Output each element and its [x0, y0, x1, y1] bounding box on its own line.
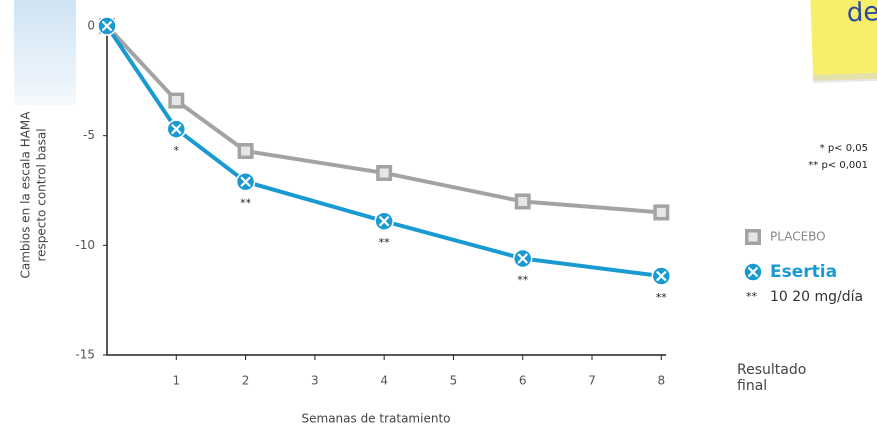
legend-note: 10 20 mg/día	[770, 289, 863, 305]
marker-x	[656, 270, 667, 282]
end-label: Resultado	[737, 362, 806, 378]
x-tick-label: 8	[657, 374, 665, 388]
marker-inner	[241, 146, 251, 156]
footnote: * p< 0,05	[820, 143, 868, 154]
significance-mark: *	[174, 144, 180, 157]
data-point	[237, 143, 254, 160]
legend-marker	[743, 262, 763, 282]
data-point	[235, 171, 256, 192]
note-text: de	[846, 0, 877, 28]
significance-mark: **	[517, 273, 529, 286]
data-point	[374, 211, 394, 231]
x-tick-label: 7	[588, 374, 596, 388]
data-point	[651, 266, 672, 286]
note-paper	[810, 0, 877, 82]
marker-inner	[656, 207, 666, 217]
significance-mark: **	[656, 291, 668, 304]
x-tick-label: 1	[172, 374, 180, 388]
marker-inner	[518, 196, 528, 206]
y-tick-label: -10	[75, 238, 95, 252]
marker-x	[378, 215, 390, 227]
data-point	[376, 164, 393, 181]
data-point	[653, 204, 670, 221]
marker-x	[171, 123, 182, 135]
y-tick-label: -5	[83, 128, 95, 142]
marker-x	[101, 20, 113, 32]
legend-label: Esertia	[770, 262, 837, 282]
x-tick-label: 4	[380, 374, 388, 388]
marker-inner	[379, 168, 389, 178]
marker-inner	[748, 232, 758, 242]
decor-strip	[14, 0, 76, 105]
significance-mark: **	[379, 236, 391, 249]
footnote: ** p< 0,001	[808, 160, 868, 171]
significance-mark: **	[240, 197, 252, 210]
data-point	[166, 119, 187, 139]
data-point	[168, 92, 185, 109]
y-axis-label: Cambios en la escala HAMA	[19, 111, 33, 279]
legend-marker	[745, 229, 761, 245]
legend-label: PLACEBO	[770, 230, 826, 244]
marker-inner	[171, 96, 181, 106]
marker-x	[517, 253, 529, 264]
y-tick-label: -15	[75, 348, 95, 362]
data-point	[97, 16, 117, 36]
data-point	[514, 193, 531, 210]
series-line	[105, 24, 662, 215]
marker-x	[747, 266, 759, 278]
data-point	[512, 248, 533, 269]
series-line	[105, 24, 662, 279]
x-tick-label: 2	[242, 374, 250, 388]
y-axis-label: respecto control basal	[35, 128, 49, 261]
x-tick-label: 3	[311, 374, 319, 388]
y-tick-label: 0	[87, 19, 95, 33]
end-label: final	[737, 378, 767, 394]
legend-note-mark: **	[746, 290, 758, 303]
x-tick-label: 6	[519, 374, 527, 388]
x-tick-label: 5	[450, 374, 458, 388]
x-axis-label: Semanas de tratamiento	[302, 412, 451, 426]
note-shadow	[813, 72, 877, 84]
sticky-note: de	[810, 0, 877, 84]
marker-x	[240, 176, 251, 188]
